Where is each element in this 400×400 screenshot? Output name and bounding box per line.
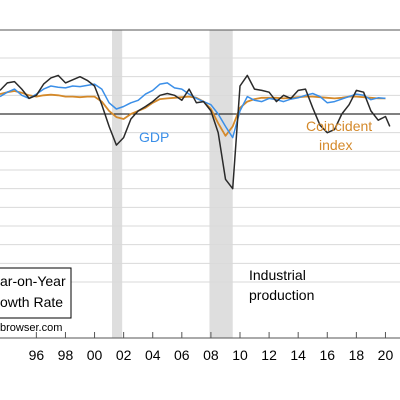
note-box-line2: owth Rate	[0, 294, 63, 310]
x-tick-label-5: 06	[174, 347, 190, 363]
coincident-label-line2: index	[319, 137, 352, 153]
x-tick-label-3: 02	[116, 347, 132, 363]
x-axis: 96 98 00 02 04 06 08 10 12 14 16 18 20	[0, 29, 400, 363]
x-tick-label-0: 96	[29, 347, 45, 363]
note-box: ar-on-Year owth Rate	[0, 267, 72, 319]
x-tick-label-1: 98	[58, 347, 74, 363]
x-tick-label-7: 10	[232, 347, 248, 363]
x-tick-label-9: 14	[290, 347, 306, 363]
x-tick-label-6: 08	[203, 347, 219, 363]
recession-band-1	[209, 30, 233, 338]
x-tick-label-4: 04	[145, 347, 161, 363]
x-ticks: 96 98 00 02 04 06 08 10 12 14 16 18 20	[29, 332, 394, 363]
note-box-line1: ar-on-Year	[0, 273, 66, 289]
source-label: browser.com	[0, 322, 62, 334]
x-tick-label-2: 00	[87, 347, 103, 363]
ip-label-line1: Industrial	[249, 267, 306, 283]
recession-bands	[112, 30, 233, 338]
x-tick-label-10: 16	[319, 347, 335, 363]
series-line-industrial-production	[0, 74, 391, 190]
x-tick-label-11: 18	[349, 347, 365, 363]
gridlines	[0, 57, 400, 283]
x-tick-label-8: 12	[261, 347, 277, 363]
gdp-label: GDP	[139, 129, 169, 145]
note-box-frame	[0, 267, 72, 319]
coincident-label-line1: Coincident	[306, 118, 372, 134]
ip-label-line2: production	[249, 287, 314, 303]
recession-band-0	[112, 30, 123, 338]
series-lines	[0, 74, 391, 190]
x-tick-label-12: 20	[378, 347, 394, 363]
